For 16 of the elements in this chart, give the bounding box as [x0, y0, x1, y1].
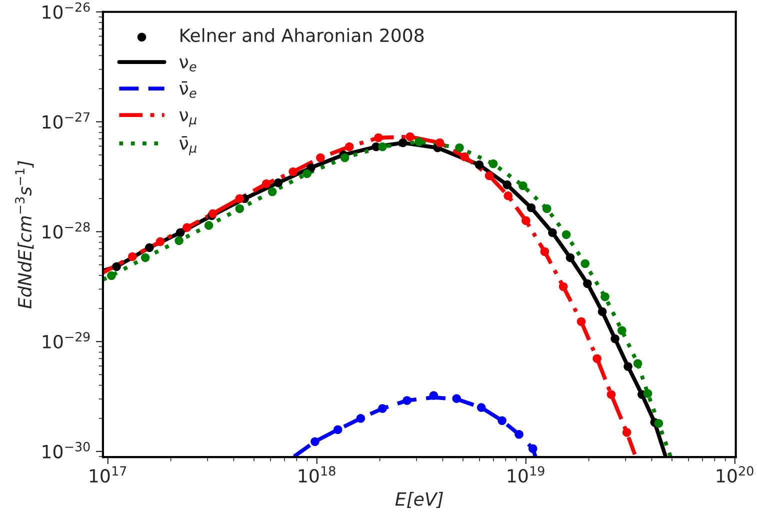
y-tick-label: 10$^{−27}$	[42, 112, 90, 129]
legend-label: Kelner and Aharonian 2008	[180, 28, 424, 42]
legend-label: ν$_{μ}$	[179, 111, 197, 127]
x-tick-label: 10$^{18}$	[298, 466, 336, 483]
y-tick-label: 10$^{−28}$	[42, 222, 90, 239]
legend-label: ν̄$_{e}$	[179, 81, 196, 98]
x-tick-label: 10$^{20}$	[716, 466, 754, 483]
x-axis-title: E[eV]	[395, 492, 443, 508]
legend-label: ν$_{e}$	[179, 58, 196, 72]
y-tick-label: 10$^{−29}$	[42, 332, 90, 349]
x-tick-label: 10$^{19}$	[508, 466, 544, 483]
y-tick-label: 10$^{−30}$	[42, 442, 90, 458]
y-tick-label: 10$^{−26}$	[42, 2, 90, 19]
x-tick-label: 10$^{17}$	[90, 466, 126, 483]
legend-label: ν̄$_{μ}$	[179, 136, 197, 156]
y-axis-title: EdNdE[cm$^{−3}$s$^{−1}$]	[15, 160, 34, 308]
